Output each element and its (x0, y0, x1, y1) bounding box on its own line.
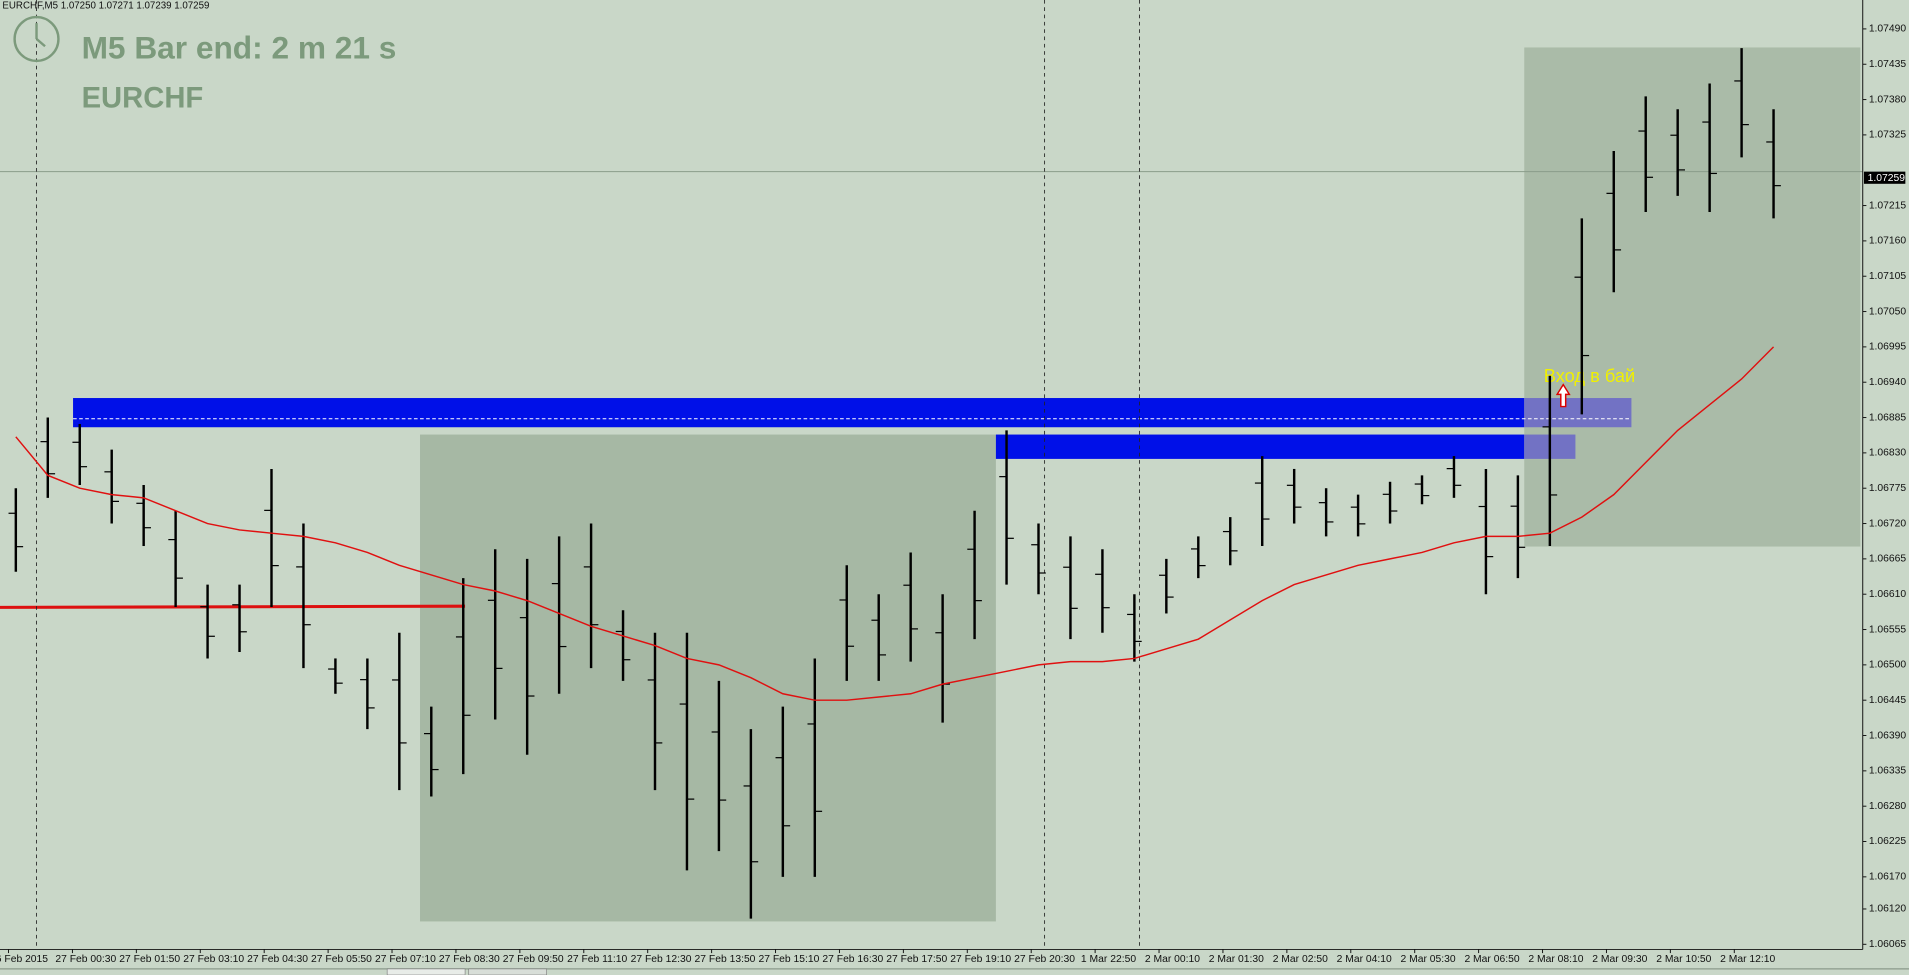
x-tick-label: 2 Mar 02:50 (1273, 954, 1328, 965)
moving-average (15, 346, 1775, 701)
x-tick-label: 2 Mar 06:50 (1464, 954, 1519, 965)
x-tick-label: 27 Feb 16:30 (822, 954, 883, 965)
y-tick-label: 1.07435 (1869, 59, 1907, 70)
y-tick-label: 1.06555 (1869, 624, 1907, 635)
x-tick-label: 2 Mar 01:30 (1209, 954, 1264, 965)
zone (420, 434, 996, 922)
y-tick-label: 1.07105 (1869, 271, 1907, 282)
y-tick-label: 1.06390 (1869, 730, 1907, 741)
y-tick-label: 1.07380 (1869, 94, 1907, 105)
x-tick-label: 27 Feb 04:30 (247, 954, 308, 965)
y-tick-label: 1.07215 (1869, 200, 1907, 211)
clock-icon (13, 15, 60, 63)
y-tick-label: 1.06065 (1869, 939, 1907, 950)
clock-icon (35, 38, 46, 48)
y-tick-label: 1.06280 (1869, 801, 1907, 812)
zone (1524, 47, 1861, 547)
tab[interactable] (386, 968, 466, 975)
y-tick-label: 1.06610 (1869, 589, 1907, 600)
x-tick-label: 2 Mar 04:10 (1337, 954, 1392, 965)
tab[interactable] (468, 968, 547, 975)
x-tick-label: 6 Feb 2015 (0, 954, 48, 965)
x-tick-label: 27 Feb 20:30 (1014, 954, 1075, 965)
x-tick-label: 2 Mar 09:30 (1592, 954, 1647, 965)
level-line (0, 604, 466, 609)
y-tick-label: 1.06720 (1869, 518, 1907, 529)
y-tick-label: 1.07050 (1869, 306, 1907, 317)
x-tick-label: 27 Feb 00:30 (55, 954, 116, 965)
x-tick-label: 2 Mar 05:30 (1401, 954, 1456, 965)
x-tick-label: 2 Mar 00:10 (1145, 954, 1200, 965)
x-tick-label: 27 Feb 12:30 (631, 954, 692, 965)
y-tick-label: 1.06335 (1869, 766, 1907, 777)
level-zone (995, 434, 1525, 459)
y-tick-label: 1.06170 (1869, 872, 1907, 883)
x-tick-label: 27 Feb 03:10 (183, 954, 244, 965)
price-label: 1.07259 (1868, 173, 1906, 184)
level-zone (1524, 398, 1632, 428)
x-tick-label: 27 Feb 09:50 (503, 954, 564, 965)
x-tick-label: 27 Feb 08:30 (439, 954, 500, 965)
y-tick-label: 1.06995 (1869, 342, 1907, 353)
x-tick-label: 27 Feb 01:50 (119, 954, 180, 965)
x-tick-label: 2 Mar 12:10 (1720, 954, 1775, 965)
price-label-box (1863, 171, 1906, 184)
x-tick-label: 1 Mar 22:50 (1081, 954, 1136, 965)
symbol-info: EURCHF,M5 1.07250 1.07271 1.07239 1.0725… (2, 1, 209, 12)
x-tick-label: 27 Feb 17:50 (886, 954, 947, 965)
y-tick-label: 1.06500 (1869, 660, 1907, 671)
x-tick-label: 2 Mar 10:50 (1656, 954, 1711, 965)
x-tick-label: 27 Feb 05:50 (311, 954, 372, 965)
symbol-name: EURCHF (82, 83, 204, 115)
y-tick-label: 1.07160 (1869, 236, 1907, 247)
x-tick-label: 2 Mar 08:10 (1528, 954, 1583, 965)
y-tick-label: 1.06885 (1869, 412, 1907, 423)
x-tick-label: 27 Feb 15:10 (758, 954, 819, 965)
bar-timer: M5 Bar end: 2 m 21 s (82, 29, 397, 65)
y-tick-label: 1.06225 (1869, 836, 1907, 847)
x-tick-label: 27 Feb 19:10 (950, 954, 1011, 965)
buy-arrow (1555, 383, 1571, 408)
y-tick-label: 1.07490 (1869, 24, 1907, 35)
y-tick-label: 1.06940 (1869, 377, 1907, 388)
y-tick-label: 1.07325 (1869, 130, 1907, 141)
y-tick-label: 1.06665 (1869, 554, 1907, 565)
level-zone (73, 398, 1525, 428)
x-tick-label: 27 Feb 11:10 (567, 954, 627, 965)
x-tick-label: 27 Feb 13:50 (695, 954, 756, 965)
annotation: Вход в бай (1544, 365, 1636, 386)
y-tick-label: 1.06120 (1869, 904, 1907, 915)
x-tick-label: 27 Feb 07:10 (375, 954, 436, 965)
y-tick-label: 1.06445 (1869, 695, 1907, 706)
y-tick-label: 1.06775 (1869, 483, 1907, 494)
y-tick-label: 1.06830 (1869, 448, 1907, 459)
